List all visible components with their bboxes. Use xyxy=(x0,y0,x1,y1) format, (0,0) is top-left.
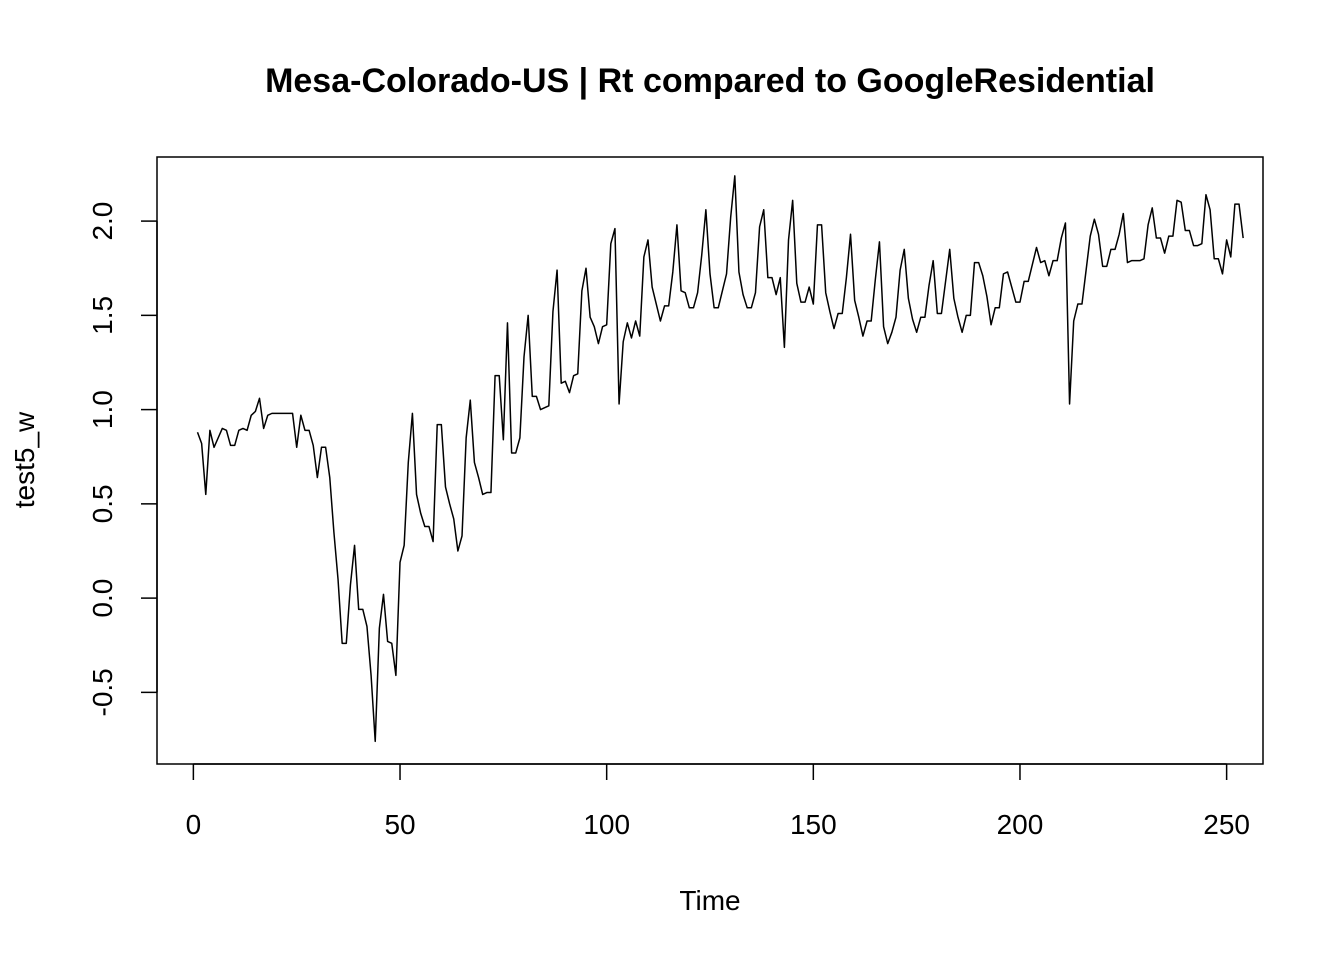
x-axis: 0 50 100 150 200 250 xyxy=(186,763,1250,840)
x-tick-label: 150 xyxy=(790,809,837,840)
x-tick-label: 0 xyxy=(186,809,202,840)
y-tick-label: 0.5 xyxy=(87,484,118,523)
plot-frame xyxy=(156,156,1264,765)
y-axis: -0.5 0.0 0.5 1.0 1.5 2.0 xyxy=(87,202,158,716)
x-tick-label: 200 xyxy=(997,809,1044,840)
x-axis-label: Time xyxy=(679,885,740,916)
y-axis-label: test5_w xyxy=(9,411,40,508)
y-tick-label: -0.5 xyxy=(87,668,118,716)
chart-title: Mesa-Colorado-US | Rt compared to Google… xyxy=(265,62,1155,100)
y-tick-label: 0.0 xyxy=(87,579,118,618)
x-tick-label: 50 xyxy=(384,809,415,840)
x-tick-label: 250 xyxy=(1203,809,1250,840)
y-tick-label: 1.0 xyxy=(87,390,118,429)
series-line xyxy=(196,175,1244,743)
series-layer xyxy=(196,175,1244,743)
y-tick-label: 1.5 xyxy=(87,296,118,335)
x-tick-label: 100 xyxy=(583,809,630,840)
y-tick-label: 2.0 xyxy=(87,202,118,241)
